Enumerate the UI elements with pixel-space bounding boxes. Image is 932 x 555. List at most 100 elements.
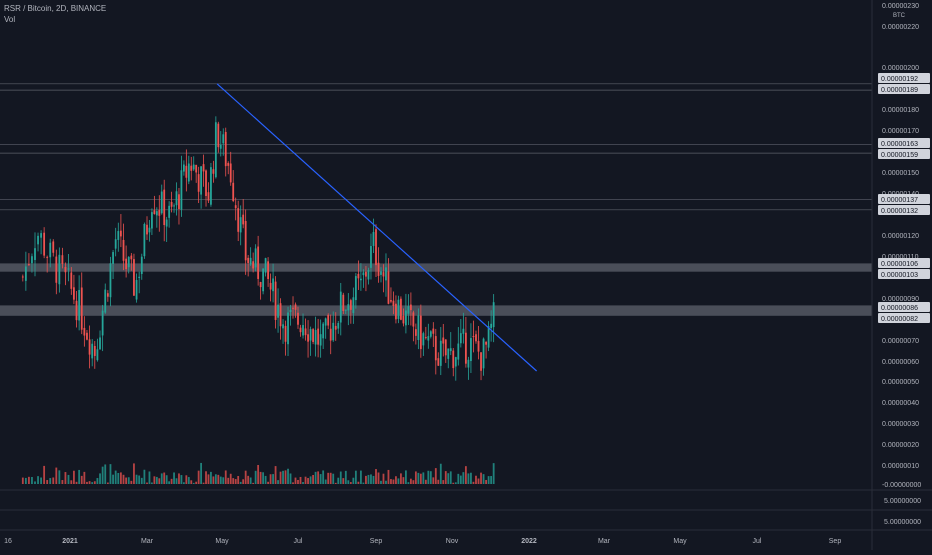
candle-body xyxy=(247,257,250,264)
candle-body xyxy=(170,201,173,207)
candle-body xyxy=(114,239,117,249)
volume-bar xyxy=(282,470,284,484)
candle-body xyxy=(342,294,345,312)
price-level-label: 0.00000106 xyxy=(881,261,918,268)
price-tick-label: 0.00000020 xyxy=(882,442,919,449)
volume-bar xyxy=(312,474,314,484)
candle-body xyxy=(143,223,146,257)
volume-bar xyxy=(395,476,397,484)
price-level-label: 0.00000189 xyxy=(881,87,918,94)
volume-bar xyxy=(117,472,120,484)
volume-bar xyxy=(347,480,350,484)
volume-bar xyxy=(390,479,392,484)
candle-body xyxy=(429,331,432,337)
candle-body xyxy=(86,332,88,340)
candle-body xyxy=(272,278,274,292)
volume-bar xyxy=(490,476,493,484)
time-axis-label: May xyxy=(215,538,229,545)
candlesticks xyxy=(21,116,495,381)
volume-bar xyxy=(414,471,417,484)
price-level-label-bg xyxy=(878,73,930,83)
volume-bar xyxy=(257,464,260,484)
candle-body xyxy=(454,357,457,367)
volume-bar xyxy=(467,473,470,484)
candle-body xyxy=(222,134,225,144)
candle-body xyxy=(390,300,392,302)
volume-bar xyxy=(202,482,205,484)
time-axis-label: Nov xyxy=(446,538,459,545)
volume-bar xyxy=(329,472,332,484)
volume-bar xyxy=(444,471,447,484)
volume-bar xyxy=(178,473,180,484)
time-axis-label: Jul xyxy=(294,538,303,545)
time-axis-label: 16 xyxy=(4,538,12,545)
candle-body xyxy=(73,287,75,300)
candle-body xyxy=(207,192,210,201)
volume-bar xyxy=(93,481,96,484)
volume-bar xyxy=(407,482,410,484)
volume-bar xyxy=(24,477,27,484)
volume-bar xyxy=(212,476,215,484)
candle-body xyxy=(112,252,114,264)
candle-body xyxy=(158,210,161,216)
volume-bar xyxy=(224,470,227,484)
candle-body xyxy=(357,273,360,279)
candle-body xyxy=(178,194,180,210)
candle-body xyxy=(459,333,462,344)
volume-bar xyxy=(432,477,435,484)
volume-bar xyxy=(449,471,452,484)
volume-bar xyxy=(151,482,153,484)
price-tick-label: 0.00000170 xyxy=(882,128,919,135)
volume-bar xyxy=(122,474,125,484)
volume-bar xyxy=(91,482,94,484)
candle-body xyxy=(117,231,120,240)
volume-bar xyxy=(86,481,88,484)
time-axis[interactable]: 16 2021 Mar May Jul Sep Nov 2022 Mar May Jul Sep xyxy=(0,529,932,545)
candle-body xyxy=(380,271,382,275)
volume-tick-label: 5.00000000 xyxy=(884,498,921,505)
price-tick-label: 0.00000150 xyxy=(882,170,919,177)
candle-body xyxy=(279,303,282,327)
candle-body xyxy=(173,205,175,207)
candle-body xyxy=(477,340,480,352)
candle-body xyxy=(148,227,151,233)
price-tick-label: 0.00000110 xyxy=(882,254,919,261)
volume-bar xyxy=(439,463,442,484)
volume-bar xyxy=(182,482,185,484)
candle-body xyxy=(424,337,427,339)
volume-bar xyxy=(412,480,415,484)
candle-body xyxy=(83,327,86,336)
candle-body xyxy=(417,315,420,340)
candle-body xyxy=(249,257,252,265)
candle-body xyxy=(314,329,317,345)
volume-bar xyxy=(487,476,490,484)
volume-bar xyxy=(130,480,133,484)
candle-body xyxy=(267,261,269,279)
candle-body xyxy=(155,211,158,216)
trendline-layer[interactable] xyxy=(216,83,538,372)
price-level-label: 0.00000192 xyxy=(881,76,918,83)
volume-bar xyxy=(319,474,322,484)
volume-bar xyxy=(272,474,274,484)
volume-label: Vol xyxy=(4,15,16,24)
candle-body xyxy=(127,256,130,268)
candle-body xyxy=(337,322,340,329)
candle-body xyxy=(464,332,467,364)
candle-body xyxy=(259,282,262,288)
volume-bar xyxy=(99,473,101,484)
volume-bar xyxy=(317,471,320,484)
volume-bar xyxy=(239,481,242,484)
volume-bar xyxy=(480,472,482,484)
volume-bar xyxy=(475,475,477,484)
volume-bar xyxy=(477,478,480,484)
candle-body xyxy=(140,256,143,274)
volume-bar xyxy=(52,477,55,484)
volume-bar xyxy=(125,477,128,484)
candle-body xyxy=(370,246,372,268)
volume-bar xyxy=(170,478,173,484)
candle-body xyxy=(214,122,217,178)
volume-bar xyxy=(146,482,148,484)
